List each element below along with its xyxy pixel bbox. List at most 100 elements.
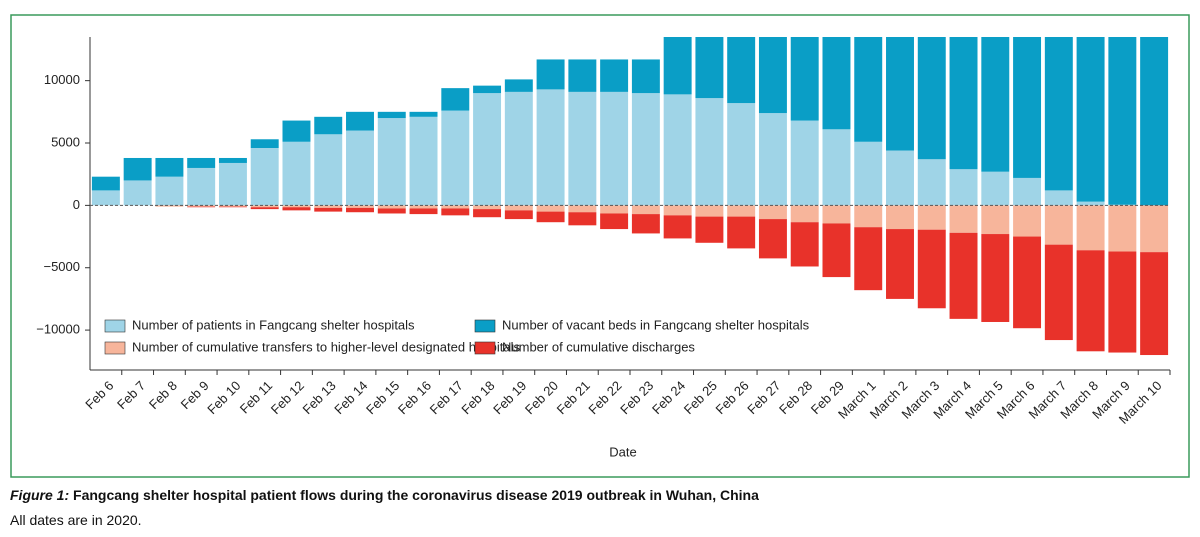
bar xyxy=(155,157,184,177)
bar xyxy=(473,93,502,206)
y-tick-label: 10000 xyxy=(44,72,80,87)
bar xyxy=(1140,37,1169,206)
bar xyxy=(854,37,883,142)
bar xyxy=(695,98,724,206)
bar xyxy=(250,205,279,208)
bar xyxy=(218,205,247,207)
bar xyxy=(854,141,883,206)
bar xyxy=(1044,190,1073,206)
bar xyxy=(695,216,724,243)
bar xyxy=(155,205,184,207)
bar xyxy=(1013,37,1042,178)
bar xyxy=(981,205,1010,235)
bar xyxy=(1076,250,1105,352)
bar xyxy=(1076,201,1105,206)
bar xyxy=(536,59,565,90)
bar xyxy=(631,93,660,206)
x-tick-label: Feb 6 xyxy=(82,378,116,412)
x-tick-label: Feb 24 xyxy=(649,378,688,417)
x-tick-label: Feb 21 xyxy=(554,378,593,417)
x-tick-label: Feb 14 xyxy=(331,378,370,417)
legend-swatch xyxy=(474,319,496,333)
bar xyxy=(695,205,724,217)
legend-label: Number of cumulative discharges xyxy=(502,339,695,354)
bar xyxy=(218,206,247,208)
bar xyxy=(949,232,978,319)
bar xyxy=(536,89,565,206)
bar xyxy=(282,141,311,206)
bar xyxy=(663,215,692,239)
bar xyxy=(441,205,470,209)
bar xyxy=(218,162,247,206)
bar xyxy=(981,171,1010,206)
bar xyxy=(473,205,502,210)
bar xyxy=(886,229,914,299)
y-tick-label: 0 xyxy=(73,197,80,212)
x-tick-label: Feb 8 xyxy=(146,378,180,412)
x-tick-label: Feb 10 xyxy=(204,378,243,417)
bar xyxy=(250,139,279,148)
bar xyxy=(854,205,883,228)
bar xyxy=(91,190,120,206)
bar xyxy=(504,79,533,92)
legend-label: Number of cumulative transfers to higher… xyxy=(132,339,521,354)
bar xyxy=(600,213,629,230)
bar xyxy=(1044,244,1073,341)
bar xyxy=(409,208,438,215)
bar xyxy=(568,212,597,226)
bar xyxy=(917,159,946,206)
bar xyxy=(790,222,819,267)
bar xyxy=(663,94,692,206)
bar xyxy=(504,205,533,211)
bar xyxy=(1140,252,1169,356)
bar xyxy=(1108,251,1137,353)
bar xyxy=(346,207,374,213)
bar xyxy=(346,130,374,206)
x-tick-label: Feb 16 xyxy=(395,378,434,417)
bar xyxy=(949,169,978,206)
bar xyxy=(409,111,438,117)
bar xyxy=(1044,37,1073,191)
note: All dates are in 2020. xyxy=(10,512,142,528)
bar xyxy=(790,37,819,121)
x-tick-label: Feb 11 xyxy=(237,378,276,417)
bar xyxy=(758,113,787,206)
caption: Figure 1: Fangcang shelter hospital pati… xyxy=(10,487,759,503)
bar xyxy=(409,116,438,206)
bar xyxy=(822,223,851,278)
bar xyxy=(314,205,343,208)
bar xyxy=(949,205,978,233)
bar xyxy=(441,208,470,216)
x-tick-label: Feb 20 xyxy=(522,378,561,417)
bar xyxy=(1140,205,1169,253)
bar xyxy=(1076,37,1105,202)
bar xyxy=(1013,236,1042,329)
bar xyxy=(981,234,1010,322)
bar xyxy=(949,37,978,170)
bar xyxy=(631,59,660,94)
bar xyxy=(187,206,216,208)
bar xyxy=(822,129,851,206)
bar xyxy=(822,37,851,130)
bar xyxy=(123,180,152,206)
bar xyxy=(187,167,216,206)
y-tick-label: −5000 xyxy=(43,259,80,274)
x-tick-label: Feb 15 xyxy=(363,378,402,417)
x-tick-label: Feb 28 xyxy=(776,378,815,417)
bar xyxy=(441,88,470,111)
bar xyxy=(727,205,756,217)
x-tick-label: Feb 22 xyxy=(585,378,624,417)
bar xyxy=(790,205,819,223)
bar xyxy=(377,208,406,214)
bar xyxy=(187,157,216,168)
bar xyxy=(218,157,247,163)
bar xyxy=(727,37,756,104)
bar xyxy=(727,103,756,206)
bar xyxy=(377,111,406,119)
bar xyxy=(536,211,565,223)
bar xyxy=(91,176,120,191)
bar xyxy=(886,150,914,206)
y-tick-label: −10000 xyxy=(36,322,80,337)
bar xyxy=(568,91,597,206)
